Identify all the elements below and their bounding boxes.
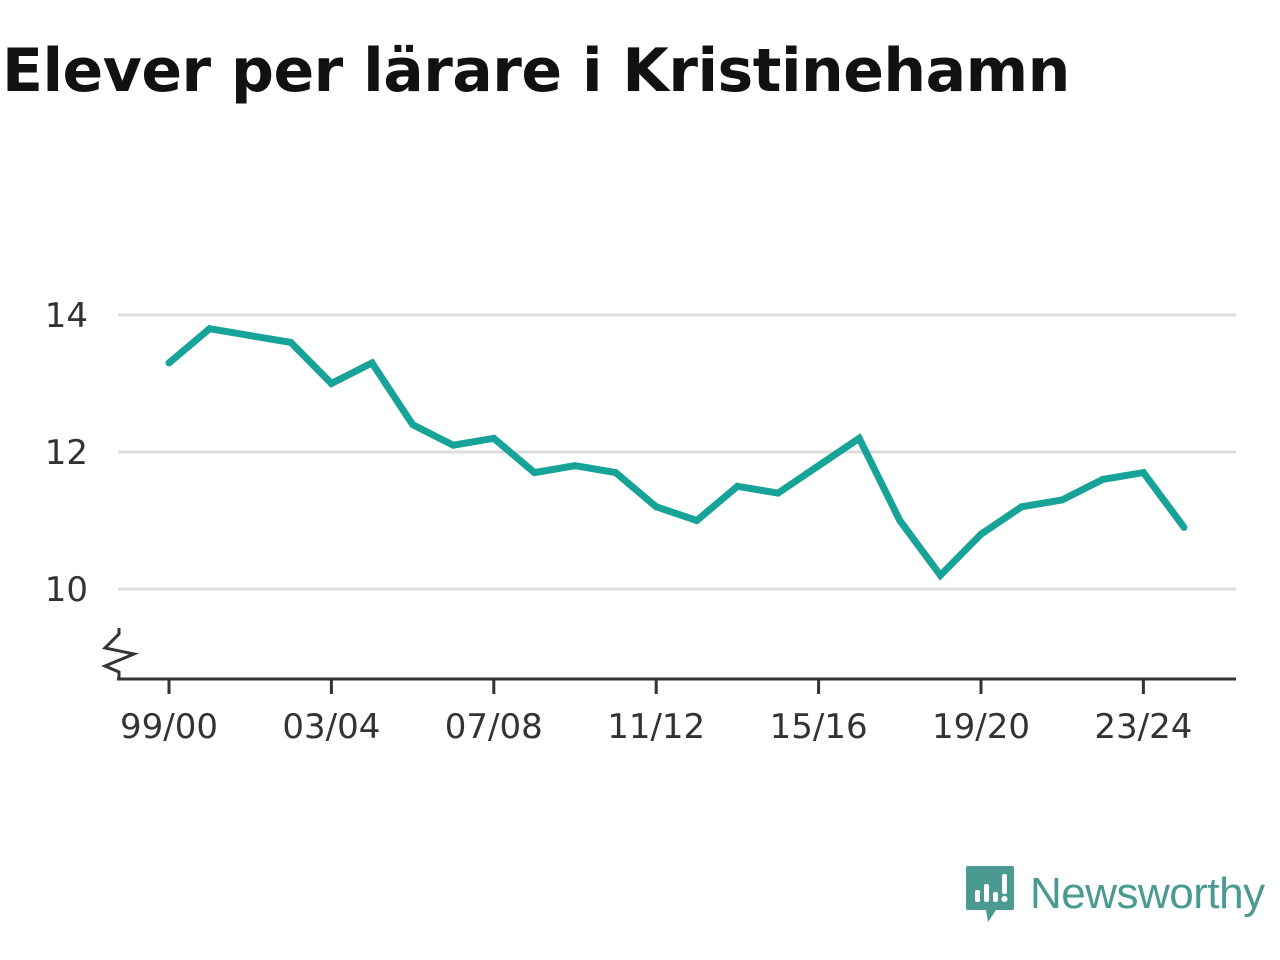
data-point-17/18 [896,517,904,524]
data-point-14/15 [774,489,782,497]
data-point-16/17 [855,434,863,442]
data-point-11/12 [652,503,660,511]
x-tick-label-11/12: 11/12 [607,707,705,747]
data-point-09/10 [571,462,579,470]
y-axis-tick-labels: 10 12 14 [45,296,88,610]
data-point-05/06 [409,421,417,429]
data-point-02/03 [287,338,295,346]
data-point-19/20 [977,530,985,538]
data-point-13/14 [733,482,741,490]
data-point-03/04 [327,380,335,387]
data-point-22/23 [1099,475,1107,483]
data-point-06/07 [449,441,457,449]
newsworthy-logo-icon [966,866,1014,922]
x-tick-label-99/00: 99/00 [120,707,218,747]
chart-title: Elever per lärare i Kristinehamn [2,36,1070,106]
x-tick-label-07/08: 07/08 [445,707,543,747]
data-point-21/22 [1058,496,1066,504]
brand-logo: Newsworthy [964,864,1265,924]
x-tick-label-03/04: 03/04 [282,707,380,747]
y-tick-label-12: 12 [45,433,88,473]
data-point-04/05 [368,359,376,367]
data-point-08/09 [530,469,538,477]
data-point-15/16 [815,462,823,470]
data-point-18/19 [936,571,944,579]
x-tick-label-23/24: 23/24 [1094,707,1192,747]
data-point-20/21 [1018,503,1026,511]
axes [101,628,1236,681]
data-point-12/13 [693,517,701,524]
data-point-00/01 [206,325,214,333]
y-axis-break [101,628,140,679]
y-tick-label-10: 10 [45,570,88,610]
data-point-01/02 [246,332,254,340]
data-point-07/08 [490,434,498,442]
brand-name: Newsworthy [1030,869,1265,918]
x-tick-label-19/20: 19/20 [932,707,1030,747]
x-axis-ticks: 99/00 03/04 07/08 11/12 15/16 19/20 23/24 [120,679,1192,747]
data-point-23/24 [1139,469,1147,477]
series-layer [165,324,1188,581]
gridlines [118,313,1236,591]
y-tick-label-14: 14 [45,296,88,336]
data-point-24/25 [1180,523,1188,531]
data-point-10/11 [612,469,620,477]
x-tick-label-15/16: 15/16 [770,707,868,747]
data-point-99/00 [165,359,173,367]
series-line-0 [166,324,1187,581]
